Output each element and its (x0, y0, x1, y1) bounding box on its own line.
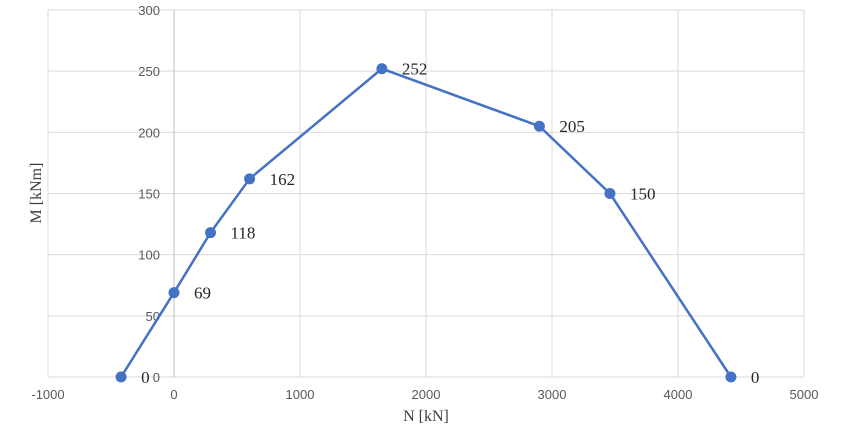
data-label: 205 (559, 117, 585, 136)
y-axis-title: M [kNm] (28, 163, 45, 224)
data-point (725, 371, 737, 383)
y-tick-label: 150 (138, 187, 160, 202)
data-point (604, 188, 616, 199)
data-label: 252 (402, 60, 428, 79)
data-label: 0 (141, 368, 150, 387)
x-axis-title: N [kN] (403, 408, 449, 425)
x-tick-label: 4000 (664, 387, 693, 402)
x-tick-label: -1000 (31, 387, 64, 402)
x-tick-label: 1000 (286, 387, 315, 402)
data-label: 118 (231, 224, 256, 243)
data-label: 0 (751, 368, 760, 387)
data-labels: 0 69 118 162 252 205 150 0 (141, 60, 759, 387)
data-point (168, 287, 180, 299)
x-tick-label: 0 (170, 387, 177, 402)
y-tick-label: 0 (153, 370, 160, 385)
x-tick-labels: -1000 0 1000 2000 3000 4000 5000 (31, 387, 818, 402)
y-tick-label: 250 (138, 64, 160, 79)
y-tick-label: 200 (138, 125, 160, 140)
y-tick-label: 100 (138, 248, 160, 263)
data-label: 69 (194, 284, 211, 303)
series (115, 63, 737, 383)
data-point (205, 227, 217, 239)
data-point (376, 63, 388, 75)
x-tick-label: 5000 (790, 387, 819, 402)
data-point (533, 120, 545, 132)
data-point (244, 173, 256, 185)
y-tick-label: 300 (138, 3, 160, 18)
data-label: 162 (270, 170, 296, 189)
data-point (115, 371, 127, 383)
series-line (120, 67, 732, 378)
data-label: 150 (630, 185, 656, 204)
x-tick-label: 2000 (412, 387, 441, 402)
gridlines (47, 9, 805, 378)
x-tick-label: 3000 (538, 387, 567, 402)
